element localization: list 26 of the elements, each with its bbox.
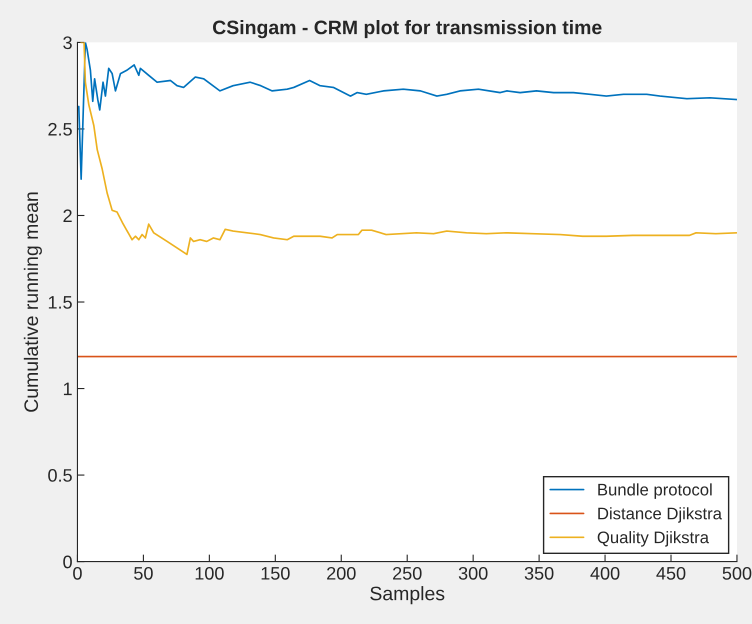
legend-label: Distance Djikstra — [598, 507, 722, 523]
y-tick-label: 1.5 — [48, 296, 72, 309]
y-tick-label: 2.5 — [48, 122, 72, 136]
y-tick-label: 0 — [63, 556, 72, 568]
y-tick-label: 3 — [63, 36, 72, 50]
x-tick-label: 0 — [73, 566, 82, 580]
line-series — [80, 42, 737, 256]
y-tick-label: 1 — [64, 382, 72, 396]
y-tick-label: 0.5 — [48, 469, 72, 482]
x-tick-label: 300 — [458, 566, 488, 580]
y-axis-title: Cumulative running mean — [24, 192, 42, 412]
legend-label: Quality Djikstra — [598, 531, 709, 547]
x-tick-label: 150 — [262, 566, 290, 580]
y-tick-label: 2 — [63, 209, 72, 222]
x-tick-label: 50 — [134, 566, 153, 580]
chart-title: CSingam - CRM plot for transmission time — [213, 20, 602, 38]
x-tick-label: 200 — [327, 566, 356, 580]
x-tick-label: 250 — [393, 566, 422, 580]
x-tick-label: 350 — [524, 566, 554, 580]
x-tick-label: 400 — [590, 566, 620, 580]
x-tick-label: 450 — [656, 566, 686, 580]
line-series — [78, 42, 737, 180]
legend-label: Bundle protocol — [598, 483, 712, 499]
x-tick-label: 100 — [196, 566, 224, 580]
x-axis-title: Samples — [370, 586, 444, 604]
x-tick-label: 500 — [722, 566, 752, 580]
